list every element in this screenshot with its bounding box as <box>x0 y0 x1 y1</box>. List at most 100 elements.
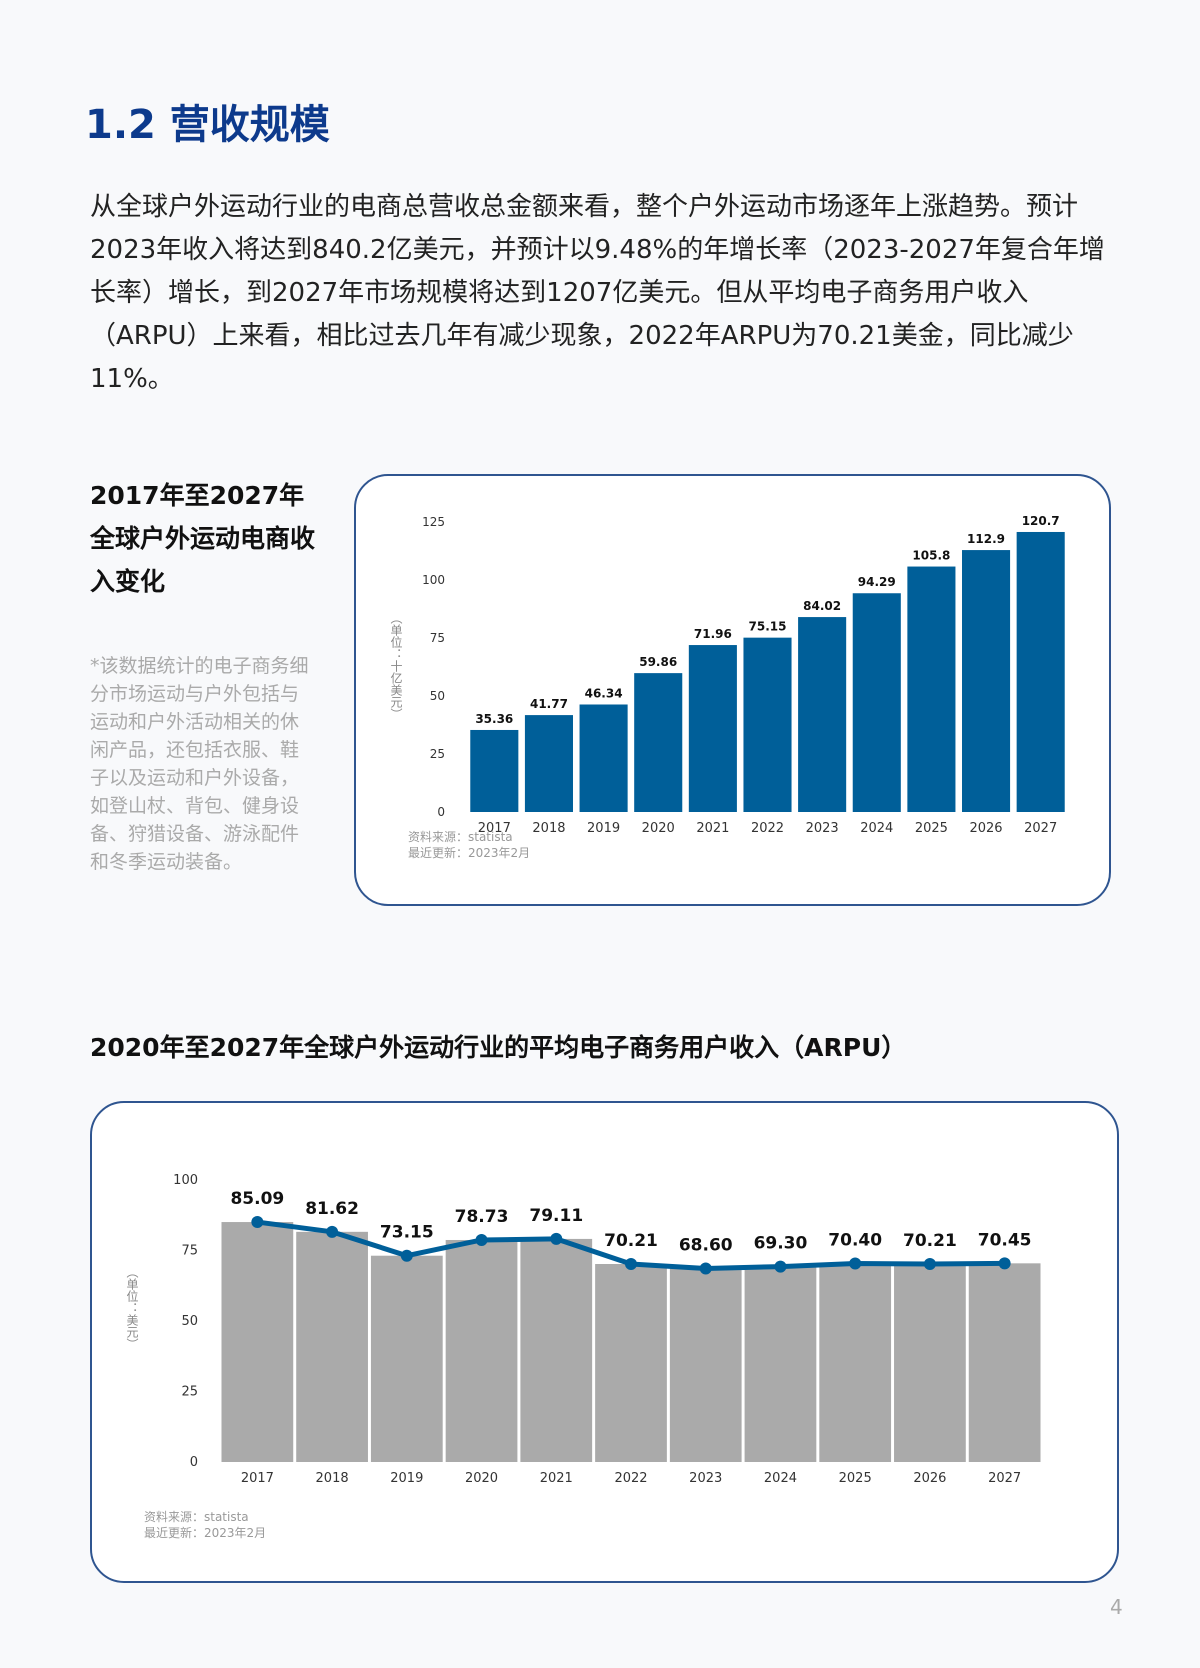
value-label: 70.45 <box>978 1230 1032 1250</box>
point <box>849 1257 862 1270</box>
y-tick-label: 100 <box>173 1173 198 1188</box>
bar <box>907 566 956 812</box>
value-label: 105.8 <box>912 549 950 563</box>
bar <box>445 1239 518 1462</box>
source: 资料来源：statista <box>408 830 513 844</box>
value-label: 59.86 <box>639 655 677 669</box>
x-tick-label: 2026 <box>969 821 1002 836</box>
bar <box>579 704 628 812</box>
chart-note: *该数据统计的电子商务细分市场运动与户外包括与运动和户外活动相关的休闲产品，还包… <box>90 655 309 873</box>
value-label: 70.21 <box>903 1231 957 1251</box>
value-label: 112.9 <box>967 532 1005 546</box>
bar <box>669 1268 742 1462</box>
bar <box>743 637 792 812</box>
y-tick-label: 0 <box>437 805 445 819</box>
bar <box>962 550 1011 812</box>
chart-card: 0 25 50 75 100 （单位：美元） 资料来源：statista 最近更新：2023年… <box>90 1101 1119 1583</box>
x-tick-label: 2018 <box>532 821 565 836</box>
value-label: 81.62 <box>305 1199 359 1219</box>
y-tick-label: 50 <box>430 689 445 703</box>
y-axis-label: （单位：美元） <box>125 1266 139 1350</box>
value-label: 73.15 <box>380 1223 434 1243</box>
x-tick-label: 2027 <box>988 1471 1021 1486</box>
value-label: 35.36 <box>475 712 513 726</box>
x-tick-label: 2022 <box>751 821 784 836</box>
bar <box>744 1266 817 1462</box>
point <box>550 1232 563 1245</box>
bar <box>798 617 847 812</box>
bar <box>688 645 737 812</box>
chart-title: 2020年至2027年全球户外运动行业的平均电子商务用户收入（ARPU） <box>90 1033 907 1062</box>
chart-title: 2017年至2027年全球户外运动电商收入变化 <box>90 481 316 596</box>
source: 资料来源：statista <box>144 1510 249 1524</box>
bar <box>852 593 901 812</box>
value-label: 75.15 <box>749 620 787 634</box>
value-label: 70.21 <box>604 1231 658 1251</box>
value-label: 41.77 <box>530 697 568 711</box>
bar <box>221 1222 294 1462</box>
x-tick-label: 2024 <box>860 821 893 836</box>
point <box>774 1260 787 1273</box>
x-tick-label: 2022 <box>614 1471 647 1486</box>
x-tick-label: 2017 <box>478 821 511 836</box>
y-tick-label: 75 <box>181 1244 198 1259</box>
point <box>400 1249 413 1262</box>
value-label: 84.02 <box>803 599 841 613</box>
x-tick-label: 2021 <box>696 821 729 836</box>
point <box>475 1233 488 1246</box>
x-tick-label: 2021 <box>540 1471 573 1486</box>
value-label: 71.96 <box>694 627 732 641</box>
chart: 0 25 50 75 100 125 （单位：十亿美元） 资料来源：statista最近更新：… <box>389 514 1065 860</box>
y-tick-label: 25 <box>181 1385 198 1400</box>
value-label: 46.34 <box>585 686 623 700</box>
section-title: 1.2 营收规模 <box>85 102 330 148</box>
y-tick-label: 75 <box>430 631 445 645</box>
value-label: 120.7 <box>1022 514 1060 528</box>
x-tick-label: 2020 <box>465 1471 498 1486</box>
x-tick-label: 2020 <box>642 821 675 836</box>
x-tick-label: 2019 <box>390 1471 423 1486</box>
x-tick-label: 2018 <box>316 1471 349 1486</box>
bar <box>370 1255 443 1462</box>
x-tick-label: 2017 <box>241 1471 274 1486</box>
point <box>998 1257 1011 1270</box>
updated: 最近更新：2023年2月 <box>144 1525 266 1540</box>
x-tick-label: 2025 <box>839 1471 872 1486</box>
bar <box>524 715 573 812</box>
bar <box>968 1263 1041 1462</box>
y-axis-label: （单位：十亿美元） <box>389 612 403 720</box>
x-tick-label: 2019 <box>587 821 620 836</box>
value-label: 78.73 <box>455 1207 509 1227</box>
bar <box>595 1264 667 1462</box>
bar <box>819 1263 892 1462</box>
y-tick-label: 100 <box>422 573 445 587</box>
x-tick-label: 2027 <box>1024 821 1057 836</box>
x-tick-label: 2023 <box>806 821 839 836</box>
chart: 0 25 50 75 100 （单位：美元） 资料来源：statista最近更新：2023年… <box>125 1173 1041 1540</box>
value-label: 70.40 <box>828 1230 882 1250</box>
bar <box>894 1264 966 1462</box>
value-label: 68.60 <box>679 1236 733 1256</box>
value-label: 79.11 <box>529 1206 583 1226</box>
bar <box>470 729 519 812</box>
y-tick-label: 50 <box>181 1314 198 1329</box>
x-tick-label: 2023 <box>689 1471 722 1486</box>
value-label: 94.29 <box>858 575 896 589</box>
point <box>923 1258 936 1271</box>
point <box>699 1262 712 1275</box>
bar <box>1016 531 1065 812</box>
point <box>251 1216 264 1229</box>
x-tick-label: 2025 <box>915 821 948 836</box>
point <box>326 1225 339 1238</box>
point <box>625 1258 637 1271</box>
paragraph: 从全球户外运动行业的电商总营收总金额来看，整个户外运动市场逐年上涨趋势。预计20… <box>90 192 1105 394</box>
y-tick-label: 0 <box>190 1455 198 1470</box>
page-number: 4 <box>1110 1595 1123 1619</box>
bar <box>520 1238 593 1462</box>
value-label: 85.09 <box>230 1189 284 1209</box>
chart-card: 0 25 50 75 100 125 （单位：十亿美元） 资料来源：statista 最近更新：… <box>354 474 1111 906</box>
bar <box>634 673 683 812</box>
x-tick-label: 2026 <box>913 1471 946 1486</box>
y-tick-label: 25 <box>430 747 445 761</box>
